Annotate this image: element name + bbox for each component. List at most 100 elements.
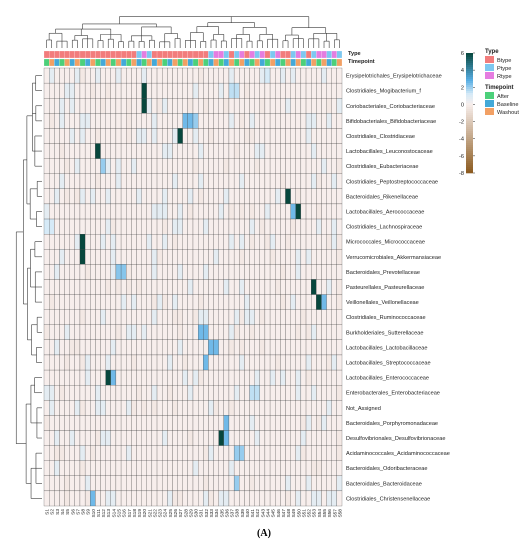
heatmap-cell (269, 294, 276, 310)
heatmap-cell (254, 294, 260, 310)
heatmap-cell (54, 249, 60, 265)
heatmap-cell (264, 218, 271, 235)
heatmap-cell (300, 309, 307, 325)
type-annotation-cell (336, 50, 343, 59)
heatmap-cell (321, 354, 327, 371)
type-annotation-cell (223, 50, 230, 59)
heatmap-cell (177, 339, 183, 356)
heatmap-cell (290, 203, 296, 220)
heatmap-cell (146, 158, 153, 174)
heatmap-cell (110, 158, 117, 174)
heatmap-cell (115, 400, 122, 416)
row-label: Verrucomicrobiales_Akkermansiaceae (346, 255, 441, 261)
heatmap-cell (254, 218, 260, 235)
heatmap-cell (136, 98, 142, 114)
heatmap-cell (43, 324, 50, 340)
heatmap-cell (100, 309, 106, 325)
heatmap-cell (100, 234, 106, 250)
heatmap-cell (54, 203, 60, 220)
heatmap-cell (105, 369, 111, 386)
heatmap-cell (69, 309, 75, 325)
heatmap-cell (285, 369, 291, 386)
heatmap-cell (136, 490, 142, 507)
heatmap-cell (254, 309, 260, 325)
heatmap-cell (167, 203, 173, 220)
heatmap-cell (285, 173, 291, 189)
timepoint-legend-after: After (497, 94, 509, 100)
heatmap-cell (177, 369, 183, 386)
heatmap-cell (177, 385, 183, 401)
heatmap-cell (187, 67, 194, 84)
timepoint-annotation-cell (203, 58, 209, 67)
heatmap-cell (59, 445, 65, 461)
heatmap-cell (59, 143, 65, 159)
heatmap-cell (84, 490, 91, 507)
heatmap-cell (336, 249, 343, 265)
heatmap-cell (187, 173, 194, 189)
type-annotation-cell (141, 50, 147, 59)
heatmap-cell (233, 113, 240, 129)
row-label: Pasteurellales_Pasteurellaceae (346, 285, 424, 291)
heatmap-cell (105, 385, 111, 401)
type-legend-rtype: Rtype (497, 74, 512, 80)
heatmap-cell (162, 113, 168, 129)
heatmap-cell (177, 354, 183, 371)
heatmap-cell (126, 98, 132, 114)
heatmap-cell (239, 415, 245, 431)
heatmap-cell (228, 82, 235, 99)
heatmap-cell (198, 460, 204, 476)
heatmap-cell (208, 415, 214, 431)
heatmap-cell (254, 249, 260, 265)
row-label: Acidaminococcales_Acidaminococcaceae (346, 451, 450, 457)
column-label-text: S50 (296, 509, 302, 518)
heatmap-cell (146, 279, 153, 295)
heatmap-cell (84, 460, 91, 476)
heatmap-cell (162, 475, 168, 492)
color-scale-segment (466, 87, 473, 90)
heatmap-cell (84, 113, 91, 129)
type-annotation-cell (105, 50, 111, 59)
heatmap-cell (254, 430, 260, 446)
row-label: Bacteroidales_Porphyromonadaceae (346, 421, 438, 427)
row-label: Bacteroidales_Odoribacteraceae (346, 466, 427, 472)
heatmap-cell (54, 113, 60, 129)
type-annotation-cell (162, 50, 168, 59)
heatmap-cell (300, 188, 307, 205)
heatmap-cell (84, 82, 91, 99)
heatmap-cell (126, 158, 132, 174)
heatmap-cell (233, 173, 240, 189)
heatmap-cell (115, 385, 122, 401)
heatmap-cell (79, 279, 86, 295)
heatmap-cell (336, 490, 343, 507)
heatmap-cell (244, 188, 250, 205)
heatmap-cell (69, 369, 75, 386)
heatmap-cell (311, 369, 317, 386)
heatmap-cell (43, 82, 50, 99)
heatmap-cell (259, 158, 266, 174)
type-annotation-cell (182, 50, 188, 59)
heatmap-cell (203, 369, 209, 386)
heatmap-cell (305, 249, 312, 265)
heatmap-cell (84, 264, 91, 280)
heatmap-cell (254, 98, 260, 114)
heatmap-cell (280, 158, 286, 174)
color-scale-segment (466, 143, 473, 146)
heatmap-cell (167, 385, 173, 401)
heatmap-cell (177, 188, 183, 205)
heatmap-cell (167, 128, 173, 144)
heatmap-cell (90, 203, 96, 220)
color-scale-segment (466, 63, 473, 66)
timepoint-annotation-cell (162, 58, 168, 67)
heatmap-cell (208, 143, 214, 159)
heatmap-cell (218, 430, 224, 446)
type-annotation-cell (59, 50, 65, 59)
heatmap-cell (254, 400, 260, 416)
heatmap-cell (136, 385, 142, 401)
heatmap-cell (146, 475, 153, 492)
timepoint-legend-swatch-baseline (485, 100, 494, 107)
heatmap-cell (95, 294, 101, 310)
heatmap-cell (141, 203, 147, 220)
heatmap-cell (269, 113, 276, 129)
heatmap-cell (259, 234, 266, 250)
row-label: Bifidobacteriales_Bifidobacteriaceae (346, 119, 436, 125)
